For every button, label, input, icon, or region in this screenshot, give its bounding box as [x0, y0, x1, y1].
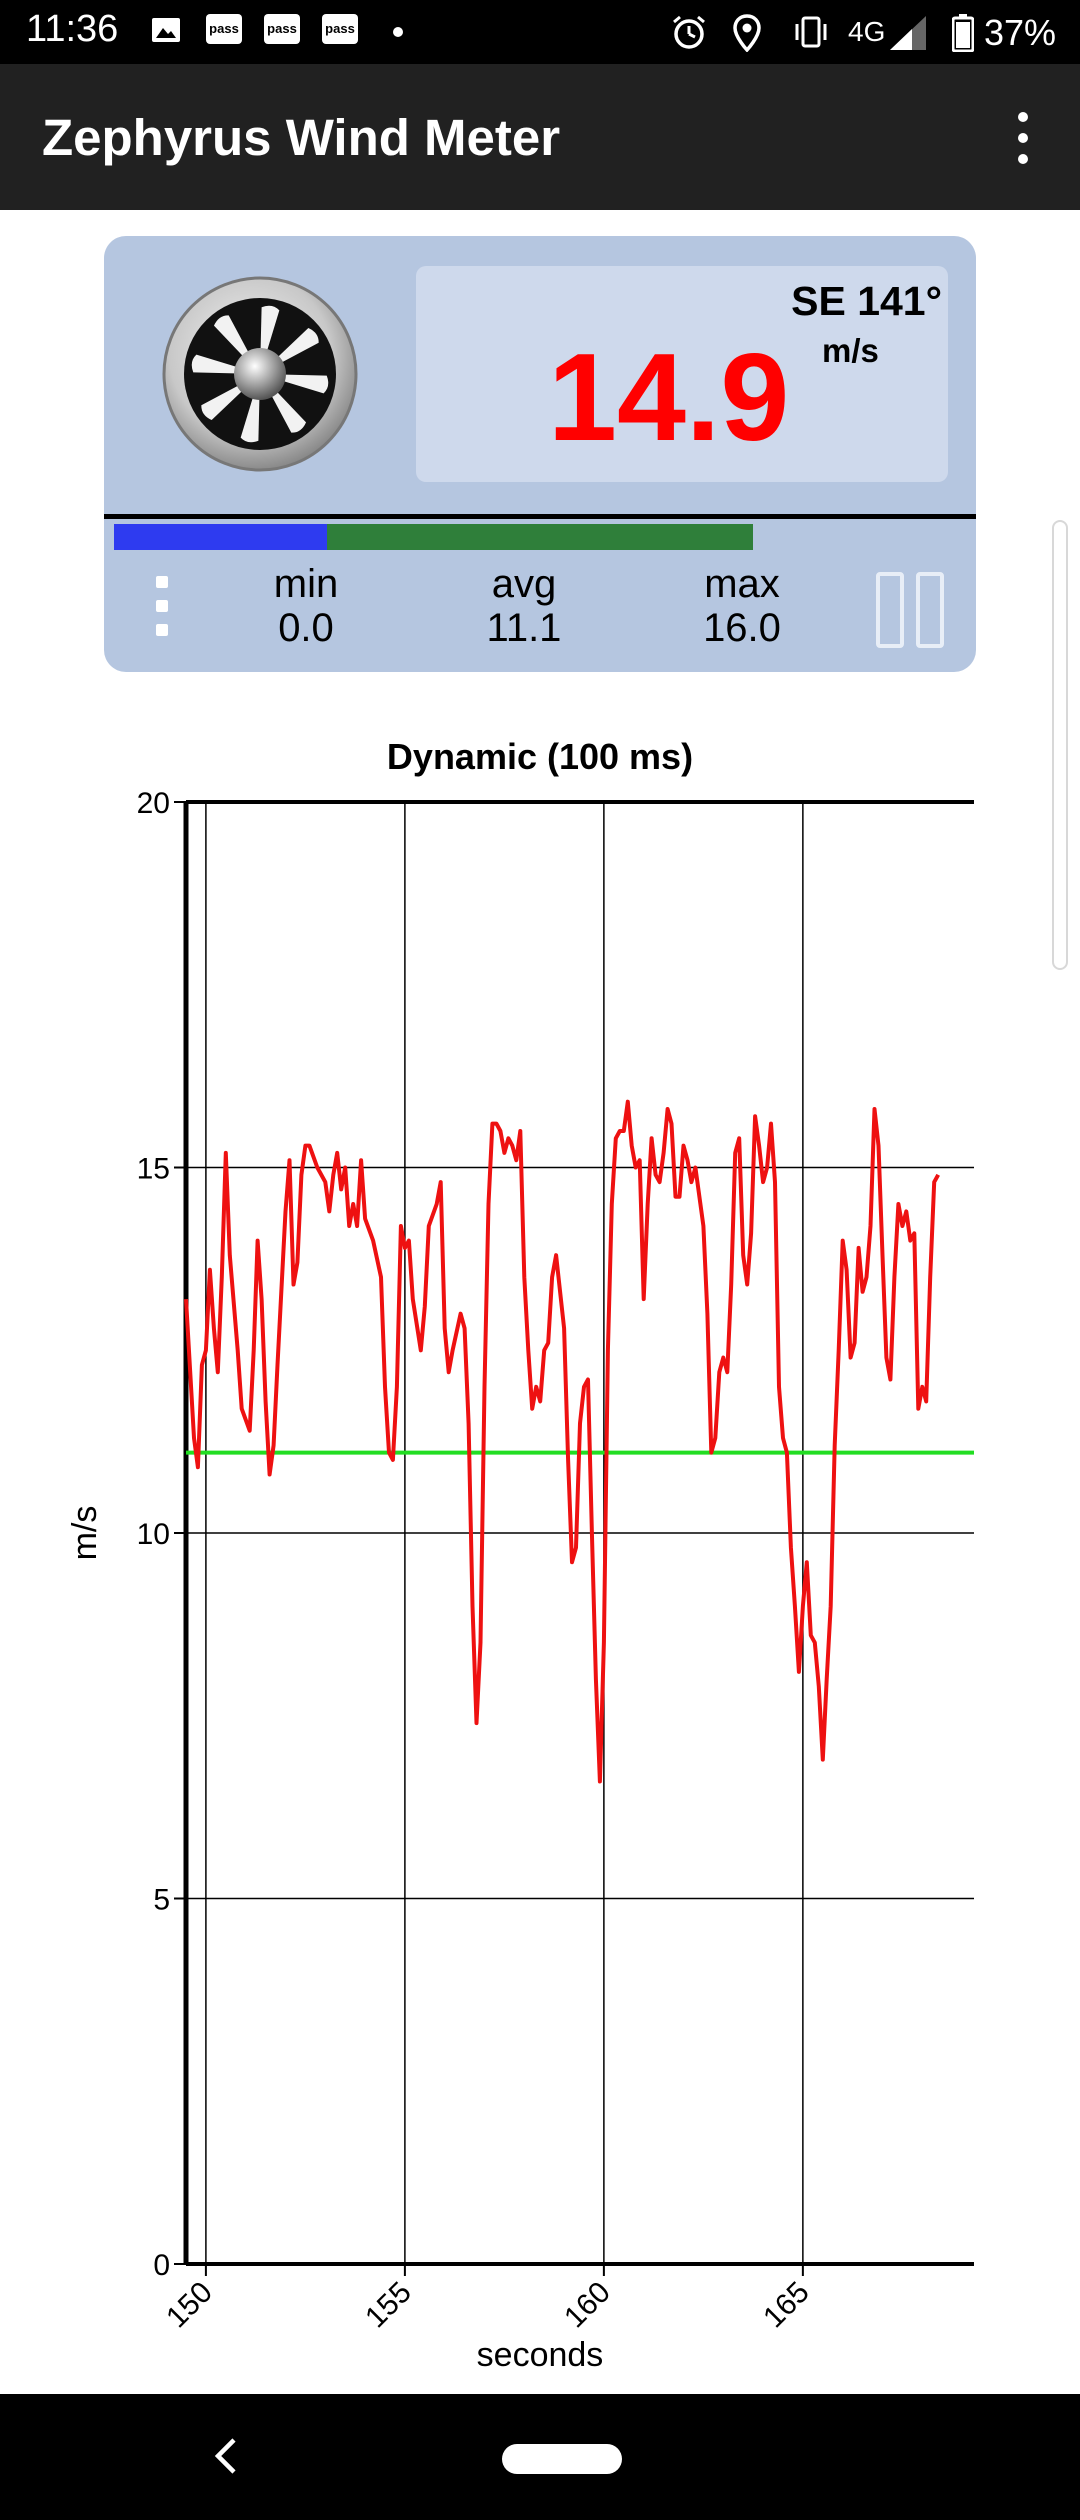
- app-bar: Zephyrus Wind Meter: [0, 64, 1080, 210]
- y-axis-label: m/s: [66, 1506, 104, 1561]
- stat-max-value: 16.0: [703, 606, 781, 650]
- y-tick-label: 0: [153, 2249, 170, 2282]
- pass-icon: pass: [322, 14, 358, 44]
- stat-min-label: min: [273, 562, 339, 606]
- x-tick-label: 155: [359, 2276, 418, 2335]
- gallery-icon: [152, 18, 180, 42]
- wind-speed-value: 14.9: [548, 329, 790, 467]
- network-type: 4G: [848, 16, 886, 47]
- x-tick-label: 160: [558, 2276, 617, 2335]
- signal-icon: [890, 16, 926, 50]
- y-tick-label: 10: [137, 1518, 170, 1551]
- divider-line: [104, 514, 976, 519]
- x-axis-label: seconds: [477, 2336, 604, 2374]
- pass-icon: pass: [264, 14, 300, 44]
- reading-panel: SE 141° 14.9 m/s: [416, 266, 948, 482]
- home-pill-icon[interactable]: [502, 2444, 622, 2474]
- x-tick-label: 165: [757, 2276, 816, 2335]
- back-chevron-icon[interactable]: [204, 2432, 252, 2480]
- alarm-icon: [673, 15, 705, 49]
- battery-percent: 37%: [984, 12, 1057, 53]
- y-tick-label: 5: [153, 1884, 170, 1917]
- x-tick-label: 150: [160, 2276, 219, 2335]
- status-bar: 11:36 pass pass pass 4G 37%: [0, 0, 1080, 64]
- speed-unit: m/s: [822, 332, 879, 369]
- pause-button[interactable]: [876, 572, 952, 652]
- dot-icon: [393, 27, 403, 37]
- stat-min-value: 0.0: [278, 606, 334, 650]
- status-time: 11:36: [26, 8, 119, 50]
- y-tick-label: 20: [137, 787, 170, 820]
- battery-icon: [952, 14, 974, 52]
- stat-min: min 0.0: [226, 562, 386, 650]
- scrollbar-thumb[interactable]: [1052, 520, 1068, 970]
- vibrate-icon: [795, 16, 827, 48]
- pass-icon: pass: [206, 14, 242, 44]
- stat-avg-label: avg: [491, 562, 557, 606]
- overflow-menu-button[interactable]: [1006, 110, 1040, 166]
- y-tick-label: 15: [137, 1153, 170, 1186]
- wind-speed-series-line: [184, 1099, 940, 1784]
- stat-avg: avg 11.1: [444, 562, 604, 650]
- stat-max-label: max: [704, 562, 780, 606]
- wind-speed-chart: 0 5 10 15 20 150 155 160 165 seconds m/s: [66, 787, 974, 2374]
- range-bar-mid: [327, 524, 753, 550]
- wind-direction: SE 141°: [791, 278, 942, 324]
- stat-avg-value: 11.1: [486, 606, 562, 650]
- range-bar-low: [114, 524, 327, 550]
- side-menu-button[interactable]: [156, 576, 170, 638]
- app-title: Zephyrus Wind Meter: [42, 109, 561, 166]
- navigation-bar: [0, 2394, 1080, 2520]
- anemometer-fan-icon[interactable]: [160, 274, 360, 474]
- location-icon: [733, 14, 761, 52]
- meter-card: SE 141° 14.9 m/s min 0.0 avg 11.1 max 16…: [104, 236, 976, 672]
- chart-title: Dynamic (100 ms): [386, 736, 694, 777]
- stat-max: max 16.0: [662, 562, 822, 650]
